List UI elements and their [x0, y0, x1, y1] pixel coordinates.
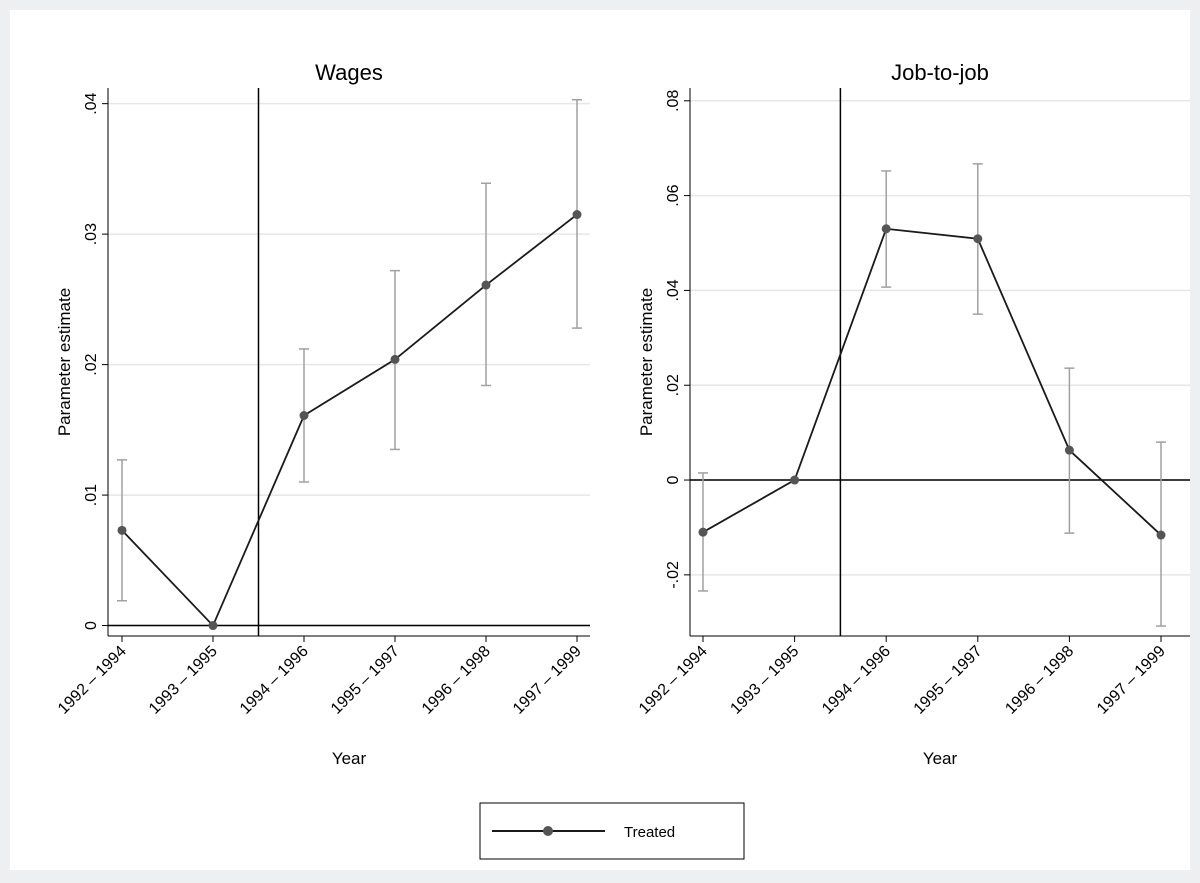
point	[572, 210, 582, 220]
series-line	[702, 227, 1162, 536]
point	[1156, 530, 1166, 540]
point	[208, 621, 218, 631]
plot-area	[690, 88, 1190, 636]
point	[698, 527, 708, 537]
point	[790, 475, 800, 485]
y-tick-label: 0	[83, 621, 100, 630]
point	[973, 234, 983, 244]
y-axis-label: Parameter estimate	[637, 288, 656, 436]
x-axis-label: Year	[332, 749, 367, 768]
x-axis-label: Year	[923, 749, 958, 768]
point	[117, 525, 127, 535]
y-tick-label: .03	[83, 223, 100, 245]
point	[481, 280, 491, 290]
legend-label: Treated	[624, 824, 675, 841]
chart-title: Wages	[315, 60, 383, 85]
y-tick-label: 0	[665, 475, 682, 484]
y-tick-label: .08	[665, 90, 682, 112]
y-tick-label: .04	[83, 92, 100, 114]
y-tick-label: .01	[83, 484, 100, 506]
plot-area	[108, 88, 590, 636]
point	[881, 224, 891, 234]
point	[390, 354, 400, 364]
chart-title: Job-to-job	[891, 60, 989, 85]
series-line	[121, 213, 578, 628]
legend-marker	[543, 826, 553, 836]
y-tick-label: -.02	[665, 561, 682, 589]
point	[299, 410, 309, 420]
y-tick-label: .02	[665, 374, 682, 396]
y-axis-label: Parameter estimate	[55, 288, 74, 436]
y-tick-label: .06	[665, 184, 682, 206]
y-tick-label: .04	[665, 279, 682, 301]
y-tick-label: .02	[83, 353, 100, 375]
point	[1064, 445, 1074, 455]
